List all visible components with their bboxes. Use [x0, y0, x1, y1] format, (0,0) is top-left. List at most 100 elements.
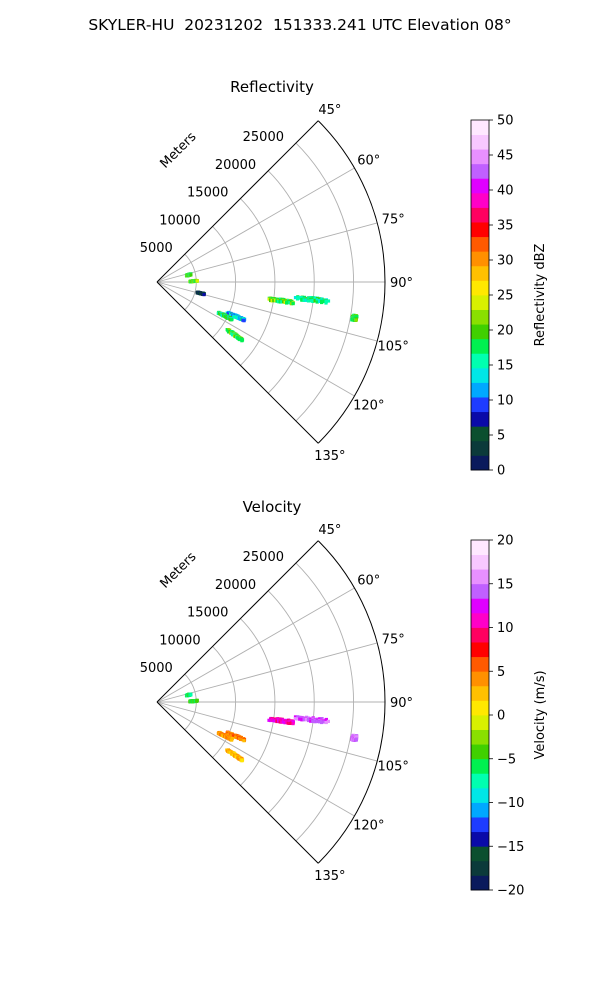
colorbar-step [471, 295, 489, 310]
axis-spine-start [156, 120, 319, 283]
echo-cell [184, 692, 193, 698]
grid-arc-range [240, 618, 276, 786]
colorbar-tick-label: −15 [497, 840, 524, 855]
echo-gate [326, 719, 330, 723]
colorbar-tick-label: 15 [497, 577, 514, 592]
colorbar-label: Reflectivity dBZ [533, 244, 548, 347]
grid-arc-range [295, 142, 354, 422]
colorbar-step [471, 758, 489, 774]
axis-spine-outer [317, 120, 386, 444]
echo-gate [195, 279, 199, 283]
colorbar-step [471, 787, 489, 803]
colorbar-step [471, 192, 489, 208]
colorbar-step [471, 671, 489, 687]
echo-gate [240, 339, 244, 343]
colorbar-tick-label: 0 [497, 709, 505, 724]
grid-line-azimuth [156, 587, 355, 703]
echo-gate [240, 759, 244, 763]
range-tick-label: 25000 [243, 130, 284, 145]
colorbar-step [471, 426, 489, 442]
colorbar-step [471, 831, 489, 847]
colorbar-tick-label: 50 [497, 114, 514, 129]
echo-gate [269, 718, 273, 723]
grid-line-azimuth [156, 701, 355, 817]
echo-gate [306, 718, 311, 723]
echo-gate [311, 719, 315, 723]
range-tick-label: 10000 [159, 633, 200, 648]
grid-line-azimuth [156, 642, 378, 703]
echo-gate [242, 319, 246, 323]
colorbar-step [471, 685, 489, 701]
colorbar-tick-label: 10 [497, 621, 514, 636]
colorbar-step [471, 280, 489, 296]
colorbar-tick-label: 25 [497, 289, 514, 304]
grid-line-azimuth [156, 222, 378, 283]
colorbar-step [471, 163, 489, 179]
echo-gate [306, 299, 311, 303]
echo-gate [298, 296, 302, 300]
azimuth-tick-label: 90° [390, 696, 413, 711]
echo-gate [275, 719, 279, 724]
range-tick-label: 20000 [215, 578, 256, 593]
colorbar-step [471, 440, 489, 456]
azimuth-tick-label: 60° [357, 154, 380, 169]
grid-arc-range [240, 198, 276, 366]
colorbar: 0 5 10 15 20 25 30 35 40 45 50 Reflectivity dBZ [470, 114, 548, 479]
colorbar-step [471, 207, 489, 223]
colorbar-step [471, 251, 489, 267]
echo-gate [324, 720, 328, 725]
colorbar-tick-label: 35 [497, 219, 514, 234]
axis-spine-outer [317, 540, 386, 864]
echo-gate [313, 299, 317, 303]
colorbar-step [471, 382, 489, 398]
colorbar-label: Velocity (m/s) [533, 670, 548, 759]
range-tick-label: 20000 [215, 158, 256, 173]
colorbar-tick-label: 30 [497, 254, 514, 269]
colorbar-step [471, 773, 489, 789]
colorbar-step [471, 338, 489, 354]
grid-line-azimuth [156, 281, 378, 342]
axis-spine-start [156, 540, 319, 703]
colorbar-step [471, 612, 489, 628]
echo-gate [285, 301, 289, 305]
echo-gate [189, 693, 193, 697]
colorbar-tick-label: 0 [497, 464, 505, 479]
azimuth-tick-label: 75° [382, 213, 405, 228]
echo-gate [293, 715, 298, 719]
echo-cell [225, 748, 245, 763]
echo-gate [296, 715, 300, 719]
echo-cell [350, 313, 359, 322]
grid-line-azimuth [156, 281, 355, 397]
echo-gate [304, 298, 308, 302]
grid-line-azimuth [156, 701, 378, 762]
echo-cell [267, 716, 295, 726]
colorbar-tick-label: −20 [497, 884, 524, 899]
colorbar-step [471, 583, 489, 599]
echo-gate [309, 299, 313, 303]
colorbar-step [471, 729, 489, 745]
colorbar-tick-label: 10 [497, 394, 514, 409]
echo-gate [278, 300, 282, 304]
colorbar-step [471, 802, 489, 818]
echo-cell [188, 278, 199, 284]
echo-cell [293, 295, 331, 305]
colorbar-step [471, 265, 489, 281]
echo-cell [225, 730, 247, 743]
colorbar-step [471, 149, 489, 165]
echo-gate [293, 717, 297, 721]
azimuth-tick-label: 105° [378, 339, 409, 354]
colorbar-step [471, 656, 489, 672]
echo-gate [309, 719, 313, 723]
range-axis-label: Meters [158, 129, 200, 171]
echo-gate [354, 318, 358, 322]
echo-gate [291, 722, 295, 726]
colorbar-step [471, 715, 489, 730]
echo-gate [320, 300, 324, 305]
azimuth-tick-label: 60° [357, 574, 380, 589]
panel-title: Reflectivity [230, 78, 314, 96]
grid-arc-range [267, 590, 315, 814]
echo-gate [313, 720, 317, 724]
colorbar: −20 −15 −10 −5 0 5 10 15 20 Velocity (m/s) [470, 534, 548, 899]
echo-gate [320, 720, 324, 725]
echo-gate [302, 718, 306, 722]
